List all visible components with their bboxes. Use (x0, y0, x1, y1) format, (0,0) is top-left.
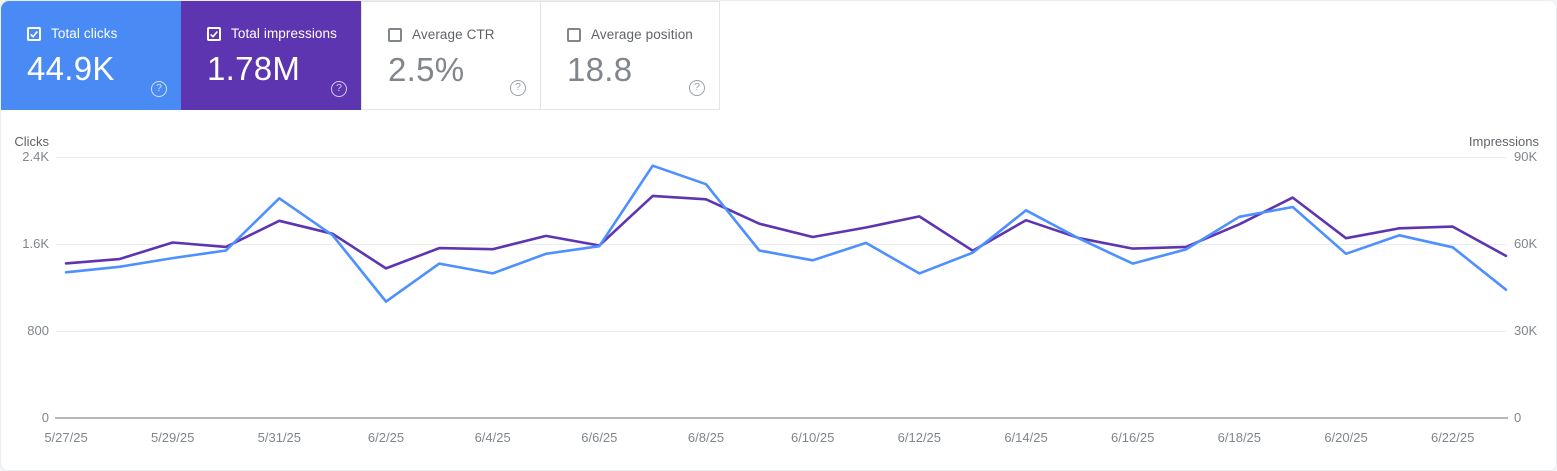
right-axis-tick: 0 (1514, 410, 1522, 425)
card-label: Average position (591, 27, 693, 42)
x-axis-date-label: 6/6/25 (581, 430, 618, 445)
x-axis-date-label: 6/16/25 (1110, 430, 1155, 445)
total-impressions-checkbox[interactable] (207, 26, 221, 41)
average-position-value: 18.8 (567, 51, 633, 88)
metric-card-total-impressions[interactable]: Total impressions 1.78M ? (181, 1, 361, 110)
total-clicks-checkbox[interactable] (27, 26, 41, 41)
left-axis-tick: 2.4K (22, 149, 49, 164)
x-axis-date-label: 6/8/25 (687, 430, 725, 445)
x-axis-date-label: 5/29/25 (150, 430, 195, 445)
average-ctr-checkbox[interactable] (388, 27, 402, 42)
x-axis-date-label: 5/27/25 (44, 430, 88, 445)
right-axis-title: Impressions (1468, 134, 1539, 149)
help-icon[interactable]: ? (689, 80, 705, 96)
help-icon[interactable]: ? (331, 81, 347, 97)
card-label: Total clicks (51, 26, 118, 41)
x-axis-date-label: 6/2/25 (367, 430, 405, 445)
metric-cards-row: Total clicks 44.9K ? Total impressions 1… (1, 1, 720, 110)
x-axis-date-label: 6/12/25 (897, 430, 942, 445)
x-axis-date-label: 6/20/25 (1324, 430, 1368, 445)
average-ctr-value: 2.5% (388, 51, 465, 88)
gridline (56, 331, 1506, 332)
help-icon[interactable]: ? (151, 81, 167, 97)
x-axis-line (55, 417, 1508, 419)
gridline (56, 244, 1506, 245)
card-header: Average position (567, 27, 719, 42)
left-axis-tick: 800 (27, 323, 49, 338)
metric-card-average-ctr[interactable]: Average CTR 2.5% ? (361, 1, 541, 110)
total-impressions-value: 1.78M (207, 50, 301, 87)
card-header: Total clicks (27, 26, 181, 41)
metric-card-average-position[interactable]: Average position 18.8 ? (540, 1, 720, 110)
left-axis-tick: 1.6K (22, 236, 49, 251)
card-header: Total impressions (207, 26, 361, 41)
card-label: Total impressions (231, 26, 337, 41)
x-axis-date-label: 6/18/25 (1217, 430, 1262, 445)
left-axis-tick: 0 (41, 410, 49, 425)
right-axis-tick: 60K (1514, 236, 1538, 251)
card-label: Average CTR (412, 27, 495, 42)
checkmark-icon (30, 30, 38, 38)
left-axis-title: Clicks (14, 134, 49, 149)
card-header: Average CTR (388, 27, 540, 42)
average-position-checkbox[interactable] (567, 27, 581, 42)
x-axis-date-label: 5/31/25 (257, 430, 302, 445)
right-axis-tick: 30K (1514, 323, 1538, 338)
clicks-line (64, 164, 1508, 303)
x-axis-date-label: 6/14/25 (1004, 430, 1048, 445)
x-axis-date-label: 6/4/25 (474, 430, 511, 445)
x-axis-date-label: 6/10/25 (790, 430, 835, 445)
x-axis-date-label: 6/22/25 (1430, 430, 1475, 445)
help-icon[interactable]: ? (510, 80, 526, 96)
metric-card-total-clicks[interactable]: Total clicks 44.9K ? (1, 1, 181, 110)
gridline (56, 157, 1506, 158)
right-axis-tick: 90K (1514, 149, 1538, 164)
checkmark-icon (210, 30, 218, 38)
total-clicks-value: 44.9K (27, 50, 115, 87)
